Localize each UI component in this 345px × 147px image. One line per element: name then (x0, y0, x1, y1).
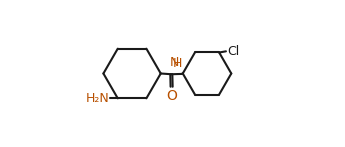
Text: O: O (166, 89, 177, 103)
Text: Cl: Cl (227, 45, 239, 58)
Text: H₂N: H₂N (85, 92, 109, 105)
Text: N: N (170, 56, 179, 69)
Text: H: H (173, 57, 182, 70)
